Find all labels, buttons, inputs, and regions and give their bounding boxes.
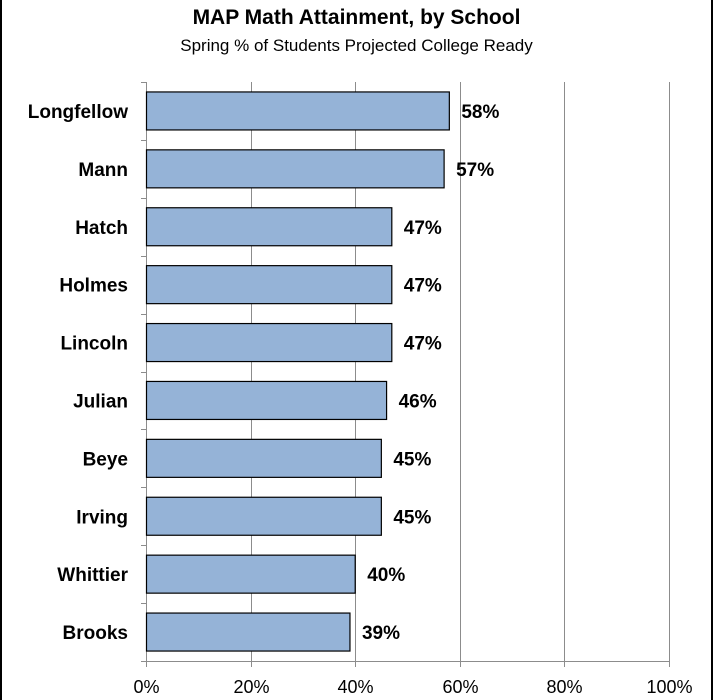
bar xyxy=(145,265,393,305)
labels: Longfellow 58% Mann 57% Hatch 47% Holmes 47% Lin… xyxy=(28,102,500,644)
data-label: 47% xyxy=(404,218,442,239)
category-label: Mann xyxy=(78,160,128,181)
data-label: 46% xyxy=(399,391,437,412)
chart-title: MAP Math Attainment, by School xyxy=(192,6,521,29)
data-label: 45% xyxy=(393,449,431,470)
bar xyxy=(145,149,445,189)
x-tick-label: 0% xyxy=(133,677,159,697)
x-tick-label: 80% xyxy=(546,677,582,697)
category-label: Whittier xyxy=(57,565,128,586)
data-label: 57% xyxy=(456,160,494,181)
category-label: Lincoln xyxy=(60,334,128,355)
category-label: Beye xyxy=(83,449,128,470)
bar xyxy=(145,554,356,594)
category-label: Brooks xyxy=(63,623,128,644)
bar xyxy=(145,612,351,652)
x-tick-label: 100% xyxy=(646,677,692,697)
data-label: 39% xyxy=(362,623,400,644)
x-tick-label: 60% xyxy=(442,677,478,697)
data-label: 47% xyxy=(404,276,442,297)
data-label: 45% xyxy=(393,507,431,528)
bars xyxy=(145,91,450,652)
category-label: Julian xyxy=(73,391,128,412)
category-label: Longfellow xyxy=(28,102,128,123)
bar xyxy=(145,380,388,421)
bar xyxy=(145,91,450,131)
bar xyxy=(145,322,393,363)
category-label: Irving xyxy=(76,507,128,528)
data-label: 40% xyxy=(367,565,405,586)
data-label: 58% xyxy=(461,102,499,123)
bar xyxy=(145,438,382,478)
bar xyxy=(145,496,382,536)
chart-subtitle: Spring % of Students Projected College R… xyxy=(180,36,533,55)
category-label: Hatch xyxy=(75,218,128,239)
x-tick-label: 40% xyxy=(337,677,373,697)
data-label: 47% xyxy=(404,334,442,355)
bar xyxy=(145,207,393,247)
x-tick-label: 20% xyxy=(233,677,269,697)
category-label: Holmes xyxy=(59,276,128,297)
